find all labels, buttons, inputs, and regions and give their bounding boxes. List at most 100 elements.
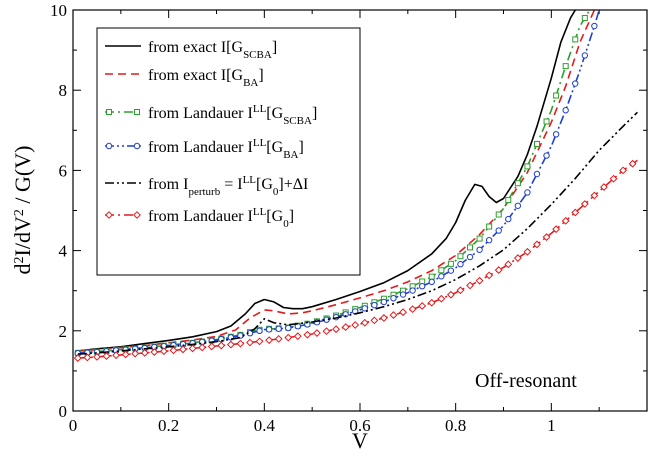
series-marker-2 <box>438 267 445 274</box>
series-marker-5 <box>179 345 187 354</box>
series-marker-3 <box>265 326 273 333</box>
annotation-off-resonant: Off-resonant <box>475 370 577 392</box>
series-marker-5 <box>437 294 446 303</box>
series-marker-5 <box>446 290 455 299</box>
y-tick-label: 4 <box>59 242 68 261</box>
series-line-4 <box>77 111 638 355</box>
legend-marker-3 <box>133 142 141 150</box>
series-marker-3 <box>390 295 397 302</box>
series-marker-3 <box>438 273 445 280</box>
series-marker-5 <box>140 348 149 357</box>
series-marker-2 <box>543 118 550 125</box>
plot-frame <box>72 9 648 412</box>
series-marker-5 <box>159 347 168 356</box>
series-marker-3 <box>371 301 378 309</box>
legend-marker-3 <box>105 142 113 150</box>
series-marker-5 <box>418 302 427 310</box>
series-marker-5 <box>198 343 207 352</box>
series-marker-5 <box>533 240 541 249</box>
series-marker-3 <box>505 215 512 223</box>
series-marker-5 <box>380 314 388 322</box>
series-marker-5 <box>351 321 360 329</box>
x-tick-label: 0.8 <box>445 416 466 435</box>
series-marker-3 <box>466 253 474 261</box>
series-marker-3 <box>380 298 388 306</box>
series-marker-5 <box>217 341 226 350</box>
series-marker-5 <box>265 336 274 345</box>
series-marker-5 <box>169 346 178 355</box>
series-marker-5 <box>322 327 331 336</box>
series-marker-5 <box>590 191 599 200</box>
series-marker-3 <box>562 107 569 114</box>
series-marker-5 <box>303 330 312 339</box>
x-tick-label: 0.2 <box>158 416 179 435</box>
series-marker-5 <box>485 271 494 280</box>
series-marker-5 <box>236 339 245 348</box>
series-line-5 <box>77 159 638 359</box>
series-marker-3 <box>409 287 416 294</box>
legend-marker-2 <box>106 109 112 115</box>
series-marker-3 <box>399 291 407 298</box>
series-marker-5 <box>255 337 264 346</box>
series-marker-3 <box>552 131 560 138</box>
series-marker-5 <box>274 334 283 343</box>
series-marker-3 <box>361 305 368 312</box>
series-marker-5 <box>293 332 302 341</box>
series-4 <box>77 111 638 355</box>
series-marker-5 <box>207 342 216 351</box>
x-tick-label: 0.4 <box>254 416 276 435</box>
series-marker-5 <box>83 353 92 362</box>
series-marker-2 <box>524 163 531 170</box>
series-0 <box>77 10 576 352</box>
x-tick-label: 0.6 <box>349 416 370 435</box>
series-marker-2 <box>486 223 493 230</box>
legend-label-exact-ba: from exact I[GBA] <box>148 67 264 89</box>
series-marker-5 <box>542 233 551 241</box>
series-marker-2 <box>467 244 474 251</box>
series-marker-2 <box>495 211 502 218</box>
series-marker-2 <box>505 197 512 204</box>
series-marker-2 <box>553 92 560 99</box>
y-tick-label: 8 <box>59 81 68 100</box>
y-tick-label: 2 <box>59 322 68 341</box>
y-tick-label: 6 <box>59 161 68 180</box>
x-axis-title: V <box>352 428 368 453</box>
series-marker-3 <box>342 311 349 318</box>
legend-samples <box>105 45 141 219</box>
series-marker-5 <box>513 254 522 262</box>
series-marker-5 <box>561 216 570 225</box>
legend: from exact I[GSCBA] from exact I[GBA] fr… <box>96 27 361 276</box>
series-marker-5 <box>93 352 101 361</box>
series-marker-5 <box>131 349 140 358</box>
series-marker-5 <box>102 352 111 360</box>
series-marker-5 <box>332 325 340 334</box>
series-marker-2 <box>533 140 540 147</box>
series-marker-3 <box>485 236 493 244</box>
series-marker-5 <box>73 354 82 362</box>
series-marker-5 <box>427 298 436 307</box>
y-tick-label: 0 <box>59 402 68 421</box>
x-tick-label: 0 <box>69 416 78 435</box>
x-tick-label: 1 <box>547 416 556 435</box>
series-marker-3 <box>591 22 598 30</box>
series-layer <box>73 10 638 362</box>
series-marker-2 <box>447 260 454 267</box>
series-marker-5 <box>284 333 293 342</box>
series-marker-5 <box>150 348 159 356</box>
series-marker-3 <box>418 283 426 290</box>
series-marker-5 <box>571 208 580 217</box>
y-tick-label: 10 <box>50 1 67 20</box>
series-marker-2 <box>428 273 435 280</box>
series-line-0 <box>77 10 576 352</box>
series-marker-3 <box>495 227 502 234</box>
series-marker-5 <box>226 340 235 349</box>
series-marker-5 <box>628 159 637 168</box>
series-marker-5 <box>504 260 513 269</box>
series-marker-5 <box>466 281 474 290</box>
series-marker-3 <box>447 267 455 274</box>
series-marker-2 <box>562 63 569 70</box>
series-marker-3 <box>275 325 282 332</box>
series-marker-5 <box>121 350 130 359</box>
